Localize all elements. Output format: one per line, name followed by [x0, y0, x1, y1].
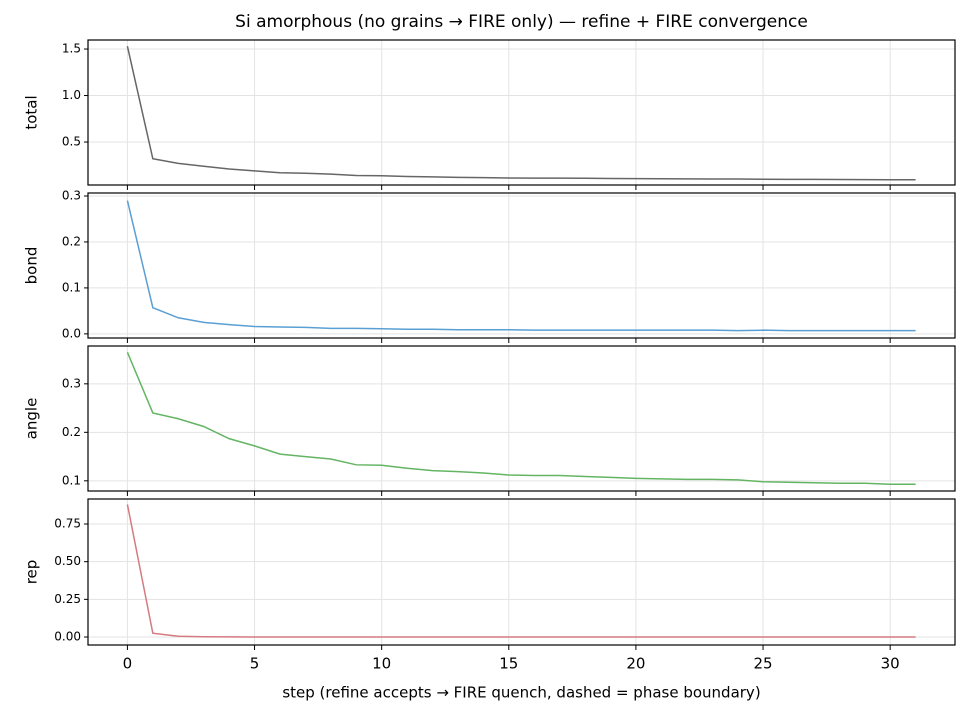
y-tick-label: 0.5 — [62, 135, 81, 149]
y-tick-label: 0.2 — [62, 425, 81, 439]
y-axis-label: total — [23, 95, 41, 129]
y-tick-label: 0.25 — [54, 592, 81, 606]
y-axis-label: angle — [23, 398, 41, 440]
y-tick-label: 0.00 — [54, 630, 81, 644]
series-line — [126, 200, 916, 332]
series-line — [126, 352, 916, 485]
x-tick-label: 10 — [372, 655, 391, 673]
x-axis-label: step (refine accepts → FIRE quench, dash… — [282, 684, 760, 702]
x-tick-label: 5 — [250, 655, 260, 673]
y-tick-label: 0.3 — [62, 376, 81, 390]
y-tick-label: 0.0 — [62, 326, 81, 340]
y-axis-label: bond — [23, 247, 41, 285]
axes-frame — [87, 39, 956, 186]
axes-frame — [87, 192, 956, 339]
y-tick-label: 0.75 — [54, 517, 81, 531]
y-tick-label: 0.3 — [62, 188, 81, 202]
x-tick-label: 20 — [626, 655, 645, 673]
x-tick-label: 15 — [499, 655, 518, 673]
y-tick-label: 0.2 — [62, 234, 81, 248]
y-axis-label: rep — [23, 560, 41, 585]
x-tick-label: 30 — [881, 655, 900, 673]
axes-frame — [87, 345, 956, 492]
x-tick-label: 25 — [753, 655, 772, 673]
y-tick-label: 0.1 — [62, 473, 81, 487]
series-line — [126, 46, 916, 181]
y-tick-label: 1.5 — [62, 42, 81, 56]
chart-title: Si amorphous (no grains → FIRE only) — r… — [235, 12, 808, 32]
x-tick-label: 0 — [123, 655, 133, 673]
y-tick-label: 1.0 — [62, 88, 81, 102]
series-line — [126, 504, 916, 638]
y-tick-label: 0.50 — [54, 554, 81, 568]
axes-frame — [87, 498, 956, 646]
y-tick-label: 0.1 — [62, 280, 81, 294]
